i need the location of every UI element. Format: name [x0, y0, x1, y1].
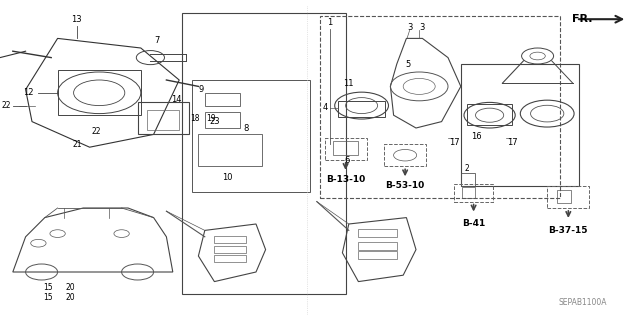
Text: B-13-10: B-13-10	[326, 175, 365, 184]
Text: 11: 11	[344, 79, 354, 88]
Text: B-41: B-41	[462, 220, 485, 228]
Bar	[461, 64, 579, 186]
Bar	[182, 13, 346, 294]
Bar	[192, 80, 310, 192]
Bar	[147, 110, 179, 130]
Text: 20: 20	[65, 284, 76, 292]
Bar	[358, 251, 397, 259]
Text: 15: 15	[43, 284, 53, 292]
Bar	[462, 187, 475, 198]
Text: B-37-15: B-37-15	[548, 226, 588, 235]
Bar	[214, 236, 246, 243]
Bar	[384, 144, 426, 166]
Text: SEPAB1100A: SEPAB1100A	[558, 298, 607, 307]
Text: 5: 5	[406, 60, 411, 68]
Text: 17: 17	[507, 138, 517, 147]
Text: 21: 21	[72, 140, 81, 148]
Bar	[467, 104, 512, 125]
Text: 22: 22	[92, 127, 100, 136]
Text: 22: 22	[2, 101, 11, 110]
Bar	[138, 102, 189, 134]
Bar	[214, 255, 246, 262]
Text: 15: 15	[43, 293, 53, 302]
Text: 16: 16	[472, 132, 482, 140]
Bar	[358, 229, 397, 237]
Text: 20: 20	[65, 293, 76, 302]
Bar	[454, 184, 493, 202]
Text: 10: 10	[222, 173, 232, 182]
Text: 8: 8	[244, 124, 249, 132]
Text: 2: 2	[465, 164, 470, 172]
Bar	[198, 134, 262, 166]
Text: 19: 19	[206, 114, 216, 123]
Text: 3: 3	[407, 23, 412, 32]
Text: 4: 4	[323, 103, 328, 112]
Text: 12: 12	[24, 88, 34, 97]
Text: 18: 18	[191, 114, 200, 123]
Bar	[205, 112, 240, 128]
Bar	[557, 190, 571, 203]
Text: 23: 23	[209, 117, 220, 126]
Bar	[58, 70, 141, 115]
Text: B-53-10: B-53-10	[385, 181, 425, 190]
Bar	[338, 101, 385, 117]
Bar	[461, 173, 475, 186]
Bar	[358, 242, 397, 250]
Text: FR.: FR.	[572, 14, 593, 24]
Text: 9: 9	[199, 85, 204, 94]
Text: 3: 3	[420, 23, 425, 32]
Text: 13: 13	[72, 15, 82, 24]
Bar	[325, 138, 367, 160]
Text: 7: 7	[154, 36, 159, 44]
Bar	[547, 186, 589, 208]
Bar	[333, 141, 358, 155]
Text: 6: 6	[344, 156, 349, 164]
Text: 1: 1	[327, 18, 332, 27]
Bar	[214, 246, 246, 253]
Bar	[320, 16, 560, 198]
Bar	[205, 93, 240, 106]
Text: 17: 17	[449, 138, 460, 147]
Text: 14: 14	[171, 95, 181, 104]
